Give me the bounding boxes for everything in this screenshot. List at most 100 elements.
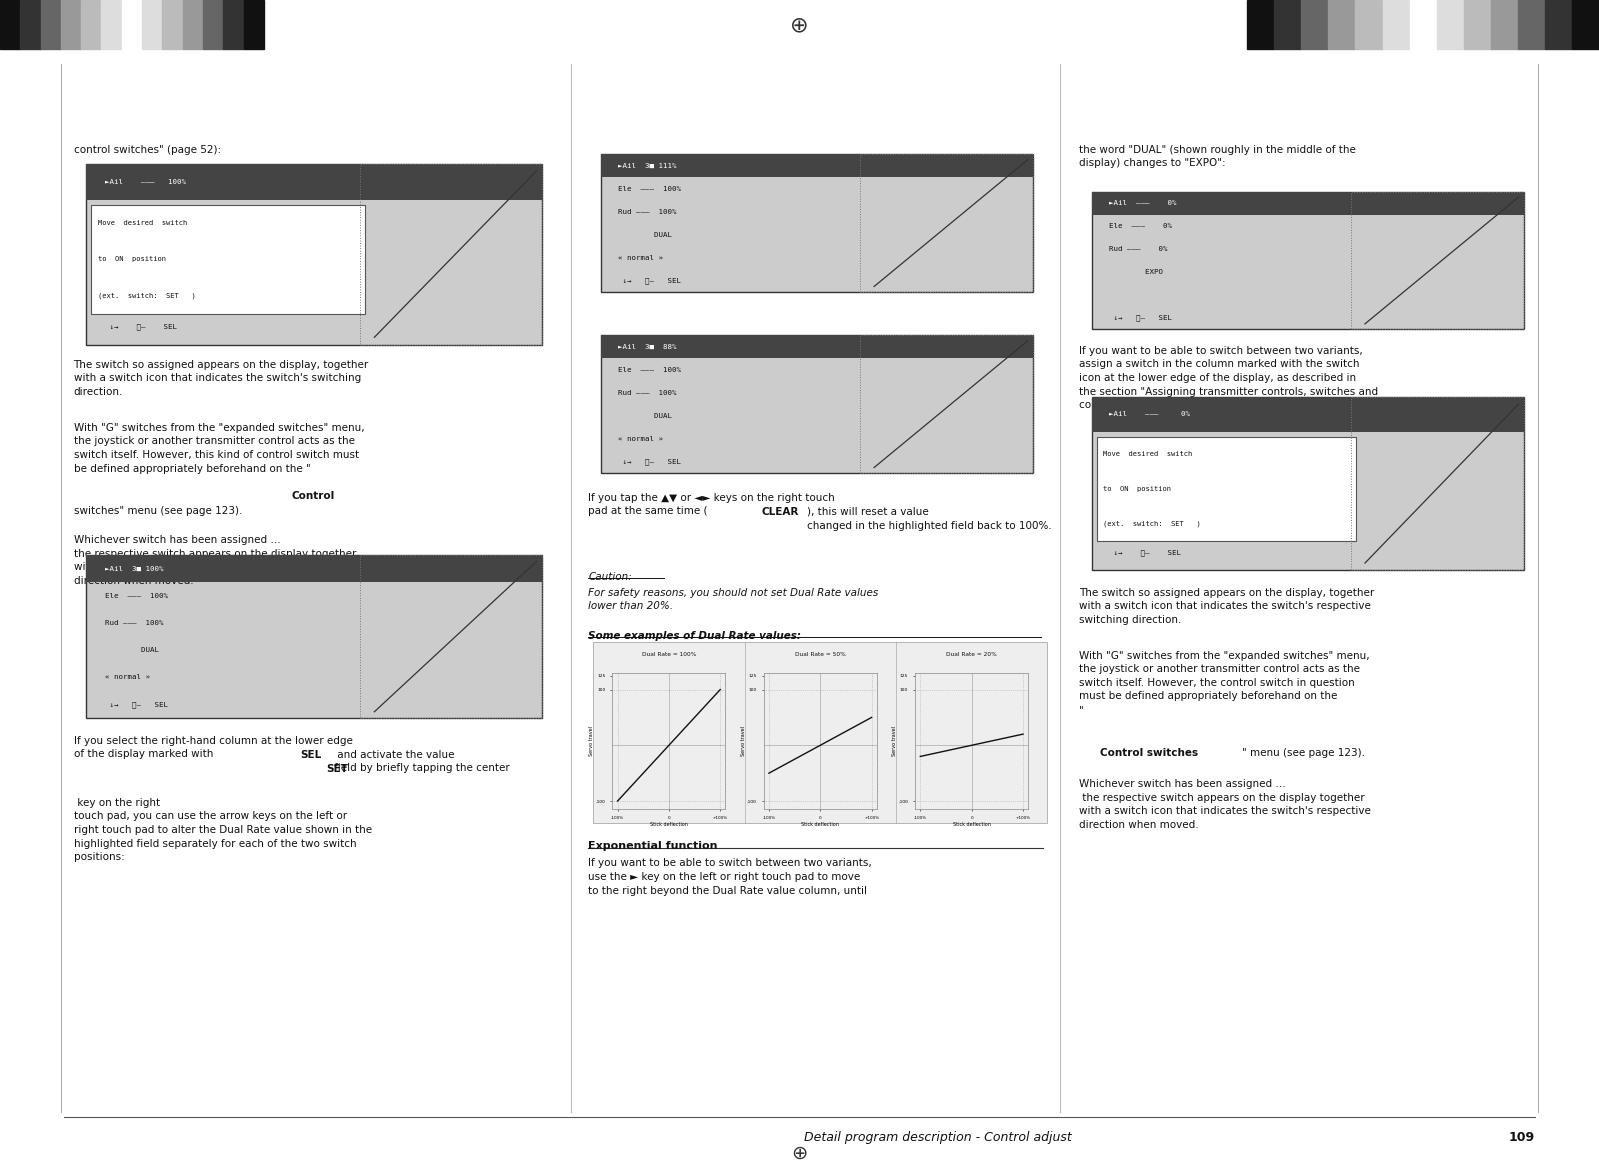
Text: ►Ail  3■  88%: ►Ail 3■ 88% bbox=[619, 343, 676, 349]
Bar bbox=[142, 0, 163, 49]
Text: Ele  ———  100%: Ele ——— 100% bbox=[619, 367, 681, 373]
Bar bbox=[1097, 437, 1356, 541]
Text: DUAL: DUAL bbox=[619, 412, 673, 418]
Bar bbox=[61, 0, 82, 49]
Text: With "G" switches from the "expanded switches" menu,
the joystick or another tra: With "G" switches from the "expanded swi… bbox=[74, 423, 365, 473]
Text: the word "DUAL" (shown roughly in the middle of the
display) changes to "EXPO":: the word "DUAL" (shown roughly in the mi… bbox=[1079, 145, 1356, 168]
Bar bbox=[360, 555, 542, 718]
Bar bbox=[1490, 0, 1517, 49]
Text: Dual Rate = 50%: Dual Rate = 50% bbox=[795, 652, 846, 656]
Bar bbox=[601, 335, 1033, 473]
Bar bbox=[86, 164, 542, 345]
Text: «HILPDM»: «HILPDM» bbox=[1110, 530, 1142, 536]
X-axis label: Stick deflection: Stick deflection bbox=[801, 822, 839, 827]
Text: SET: SET bbox=[326, 764, 349, 774]
Bar bbox=[86, 164, 542, 200]
Text: Rud ———  100%: Rud ——— 100% bbox=[619, 390, 676, 396]
Bar bbox=[0, 0, 21, 49]
Text: CLEAR: CLEAR bbox=[761, 507, 798, 517]
Text: DUAL: DUAL bbox=[104, 647, 158, 653]
Text: Ele  ———  100%: Ele ——— 100% bbox=[619, 186, 681, 192]
Bar bbox=[601, 335, 1033, 359]
X-axis label: Stick deflection: Stick deflection bbox=[953, 822, 991, 827]
Text: to  ON  position: to ON position bbox=[1103, 486, 1172, 492]
Text: ►Ail  ———    0%: ►Ail ——— 0% bbox=[1110, 200, 1177, 206]
Bar bbox=[1329, 0, 1356, 49]
Bar bbox=[243, 0, 264, 49]
Text: ↓→   ⁄–   SEL: ↓→ ⁄– SEL bbox=[1110, 314, 1172, 321]
Bar bbox=[860, 335, 1033, 473]
Text: If you tap the ▲▼ or ◄► keys on the right touch
pad at the same time (: If you tap the ▲▼ or ◄► keys on the righ… bbox=[588, 493, 835, 516]
Text: ►Ail  3■ 100%: ►Ail 3■ 100% bbox=[104, 565, 163, 571]
Text: Some examples of Dual Rate values:: Some examples of Dual Rate values: bbox=[588, 631, 801, 641]
Text: ↓→   ⁄–   SEL: ↓→ ⁄– SEL bbox=[619, 277, 681, 284]
Text: « normal »: « normal » bbox=[104, 674, 150, 681]
Text: EXPO: EXPO bbox=[1110, 269, 1164, 274]
Text: The switch so assigned appears on the display, together
with a switch icon that : The switch so assigned appears on the di… bbox=[74, 360, 369, 397]
Text: Ele  ———    0%: Ele ——— 0% bbox=[1110, 223, 1172, 229]
Bar bbox=[82, 0, 101, 49]
Bar bbox=[593, 642, 1047, 823]
Bar bbox=[1302, 0, 1329, 49]
Bar bbox=[1351, 192, 1524, 329]
Text: DUAL: DUAL bbox=[619, 231, 673, 237]
Bar bbox=[1545, 0, 1572, 49]
Bar bbox=[40, 0, 61, 49]
Text: Dual Rate = 20%: Dual Rate = 20% bbox=[947, 652, 998, 656]
Bar bbox=[1092, 397, 1524, 432]
Text: ►Ail    ———   100%: ►Ail ——— 100% bbox=[104, 179, 185, 185]
Text: ►Ail  3■ 111%: ►Ail 3■ 111% bbox=[619, 162, 676, 168]
Bar bbox=[1517, 0, 1545, 49]
Bar bbox=[224, 0, 243, 49]
Text: «HILPDM»: «HILPDM» bbox=[104, 304, 138, 310]
Text: Control: Control bbox=[291, 491, 334, 501]
Text: With "G" switches from the "expanded switches" menu,
the joystick or another tra: With "G" switches from the "expanded swi… bbox=[1079, 651, 1370, 715]
Text: Move  desired  switch: Move desired switch bbox=[98, 221, 187, 227]
Text: ↓→   ⁄–   SEL: ↓→ ⁄– SEL bbox=[104, 702, 168, 708]
Bar bbox=[1247, 0, 1274, 49]
Bar bbox=[1383, 0, 1410, 49]
Bar bbox=[86, 555, 542, 718]
Text: Rud ———  100%: Rud ——— 100% bbox=[619, 209, 676, 215]
Text: Dual Rate = 100%: Dual Rate = 100% bbox=[641, 652, 696, 656]
Bar bbox=[91, 206, 365, 314]
Text: ), this will reset a value
changed in the highlighted field back to 100%.: ), this will reset a value changed in th… bbox=[807, 507, 1052, 530]
Y-axis label: Servo travel: Servo travel bbox=[892, 726, 897, 756]
Text: Whichever switch has been assigned …
the respective switch appears on the displa: Whichever switch has been assigned … the… bbox=[74, 535, 366, 585]
Text: ⊕: ⊕ bbox=[792, 1143, 807, 1162]
Text: ↓→    ⁄–    SEL: ↓→ ⁄– SEL bbox=[104, 324, 176, 329]
Text: ►Ail    ———     0%: ►Ail ——— 0% bbox=[1110, 411, 1190, 417]
Text: For safety reasons, you should not set Dual Rate values
lower than 20%.: For safety reasons, you should not set D… bbox=[588, 588, 879, 611]
Text: « normal »: « normal » bbox=[619, 436, 664, 442]
Text: The switch so assigned appears on the display, together
with a switch icon that : The switch so assigned appears on the di… bbox=[1079, 588, 1375, 625]
Bar bbox=[601, 154, 1033, 178]
Bar bbox=[1410, 0, 1436, 49]
Bar bbox=[163, 0, 182, 49]
Text: key on the right
touch pad, you can use the arrow keys on the left or
right touc: key on the right touch pad, you can use … bbox=[74, 798, 371, 862]
Y-axis label: Servo travel: Servo travel bbox=[588, 726, 595, 756]
Text: to  ON  position: to ON position bbox=[98, 257, 166, 263]
Text: (ext.  switch:  SET   ): (ext. switch: SET ) bbox=[1103, 520, 1201, 527]
Bar bbox=[101, 0, 122, 49]
Bar bbox=[360, 164, 542, 345]
Text: Control switches: Control switches bbox=[1100, 748, 1198, 758]
Bar bbox=[1356, 0, 1383, 49]
Text: ⊕: ⊕ bbox=[790, 15, 809, 36]
Text: If you select the right-hand column at the lower edge
of the display marked with: If you select the right-hand column at t… bbox=[74, 736, 352, 759]
Text: and activate the value
field by briefly tapping the center: and activate the value field by briefly … bbox=[334, 750, 513, 773]
Text: Whichever switch has been assigned …
 the respective switch appears on the displ: Whichever switch has been assigned … the… bbox=[1079, 779, 1372, 829]
Text: If you want to be able to switch between two variants,
assign a switch in the co: If you want to be able to switch between… bbox=[1079, 346, 1378, 410]
Bar bbox=[1463, 0, 1490, 49]
Text: ↓→   ⁄–   SEL: ↓→ ⁄– SEL bbox=[619, 458, 681, 465]
Bar bbox=[1092, 192, 1524, 329]
Text: Exponential function: Exponential function bbox=[588, 841, 718, 851]
Text: Caution:: Caution: bbox=[588, 572, 632, 583]
Bar bbox=[601, 154, 1033, 292]
Bar bbox=[1572, 0, 1599, 49]
X-axis label: Stick deflection: Stick deflection bbox=[649, 822, 688, 827]
Y-axis label: Servo travel: Servo travel bbox=[740, 726, 745, 756]
Bar bbox=[203, 0, 224, 49]
Text: SEL: SEL bbox=[301, 750, 321, 760]
Text: switches" menu (see page 123).: switches" menu (see page 123). bbox=[74, 506, 241, 516]
Bar bbox=[122, 0, 142, 49]
